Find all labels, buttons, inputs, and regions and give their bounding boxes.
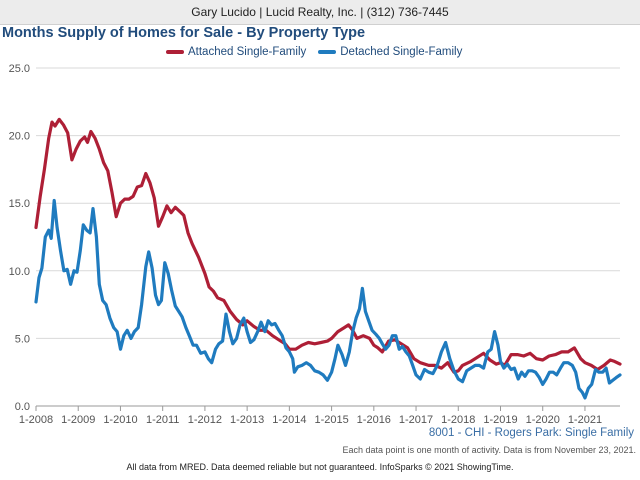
x-tick-label: 1-2012: [188, 414, 222, 426]
legend-item-attached[interactable]: Attached Single-Family: [166, 46, 306, 58]
y-tick-label: 15.0: [9, 198, 30, 210]
y-tick-label: 5.0: [15, 333, 30, 345]
series-layer: [34, 117, 622, 400]
chart-title: Months Supply of Homes for Sale - By Pro…: [2, 25, 366, 41]
axis-layer: [35, 405, 620, 411]
legend-swatch-detached: [318, 50, 337, 54]
y-tick-label: 10.0: [9, 266, 30, 278]
tick-labels: 0.0 5.0 10.0 15.0 20.0 25.0 1-2008 1-2009 1-2010…: [9, 63, 603, 426]
y-tick-label: 25.0: [9, 63, 30, 75]
legend-swatch-attached: [166, 50, 184, 54]
series-line-detached[interactable]: [34, 198, 622, 400]
legend-label-attached: Attached Single-Family: [188, 46, 307, 58]
legend-label-detached: Detached Single-Family: [340, 46, 463, 58]
footer-disclaimer: All data from MRED. Data deemed reliable…: [126, 462, 514, 472]
x-tick-label: 1-2021: [568, 414, 602, 426]
x-tick-label: 1-2016: [357, 414, 391, 426]
legend-item-detached[interactable]: Detached Single-Family: [318, 46, 462, 58]
x-tick-label: 1-2017: [399, 414, 433, 426]
x-tick-label: 1-2008: [19, 414, 53, 426]
x-tick-label: 1-2010: [103, 414, 137, 426]
x-tick-label: 1-2011: [146, 414, 179, 426]
x-tick-label: 1-2020: [526, 414, 560, 426]
top-banner: Gary Lucido | Lucid Realty, Inc. | (312)…: [0, 0, 640, 25]
series-line-attached[interactable]: [34, 117, 622, 374]
legend: Attached Single-Family Detached Single-F…: [166, 46, 462, 58]
x-tick-label: 1-2018: [441, 414, 475, 426]
x-tick-label: 1-2014: [272, 414, 306, 426]
x-tick-label: 1-2019: [483, 414, 517, 426]
x-tick-label: 1-2015: [314, 414, 348, 426]
x-tick-label: 1-2013: [230, 414, 264, 426]
y-tick-label: 0.0: [15, 401, 30, 413]
x-tick-label: 1-2009: [61, 414, 95, 426]
region-note: 8001 - CHI - Rogers Park: Single Family: [428, 427, 634, 439]
y-tick-label: 20.0: [9, 131, 30, 143]
data-note: Each data point is one month of activity…: [342, 445, 636, 455]
